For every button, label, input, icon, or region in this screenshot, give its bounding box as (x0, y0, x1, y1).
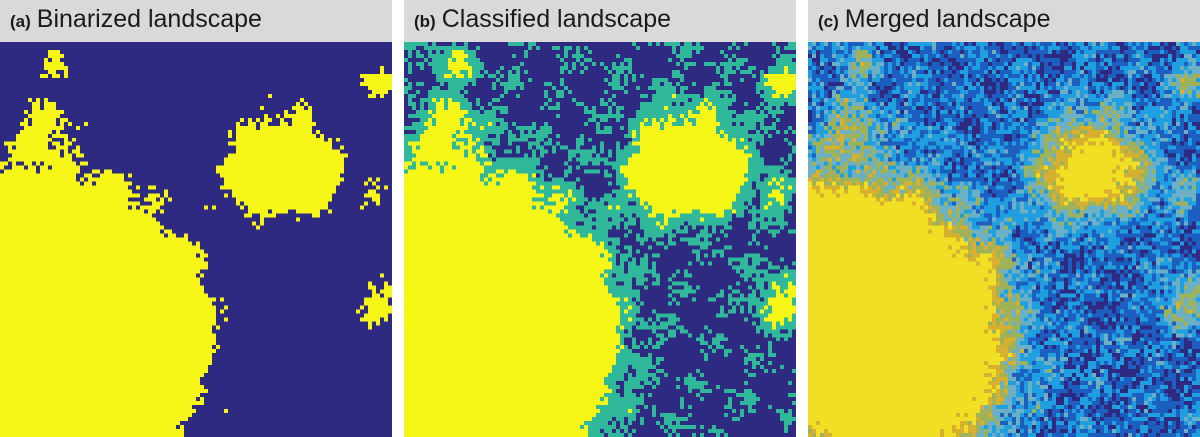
classified-landscape-map (404, 42, 796, 437)
panel-name: Classified landscape (441, 5, 672, 33)
panel-letter: (b) (414, 12, 436, 31)
panel-title: (a) Binarized landscape (10, 5, 262, 39)
panel-header: (c) Merged landscape (808, 0, 1200, 42)
panel-header: (b) Classified landscape (404, 0, 796, 42)
panel-letter: (c) (818, 12, 839, 31)
panel-classified: (b) Classified landscape (404, 0, 796, 437)
panel-name: Merged landscape (844, 5, 1051, 33)
panel-title: (b) Classified landscape (414, 5, 671, 39)
panel-header: (a) Binarized landscape (0, 0, 392, 42)
binarized-landscape-map (0, 42, 392, 437)
panel-name: Binarized landscape (36, 5, 262, 33)
panel-letter: (a) (10, 12, 31, 31)
merged-landscape-map (808, 42, 1200, 437)
panel-binarized: (a) Binarized landscape (0, 0, 392, 437)
panel-merged: (c) Merged landscape (808, 0, 1200, 437)
panel-title: (c) Merged landscape (818, 5, 1050, 39)
